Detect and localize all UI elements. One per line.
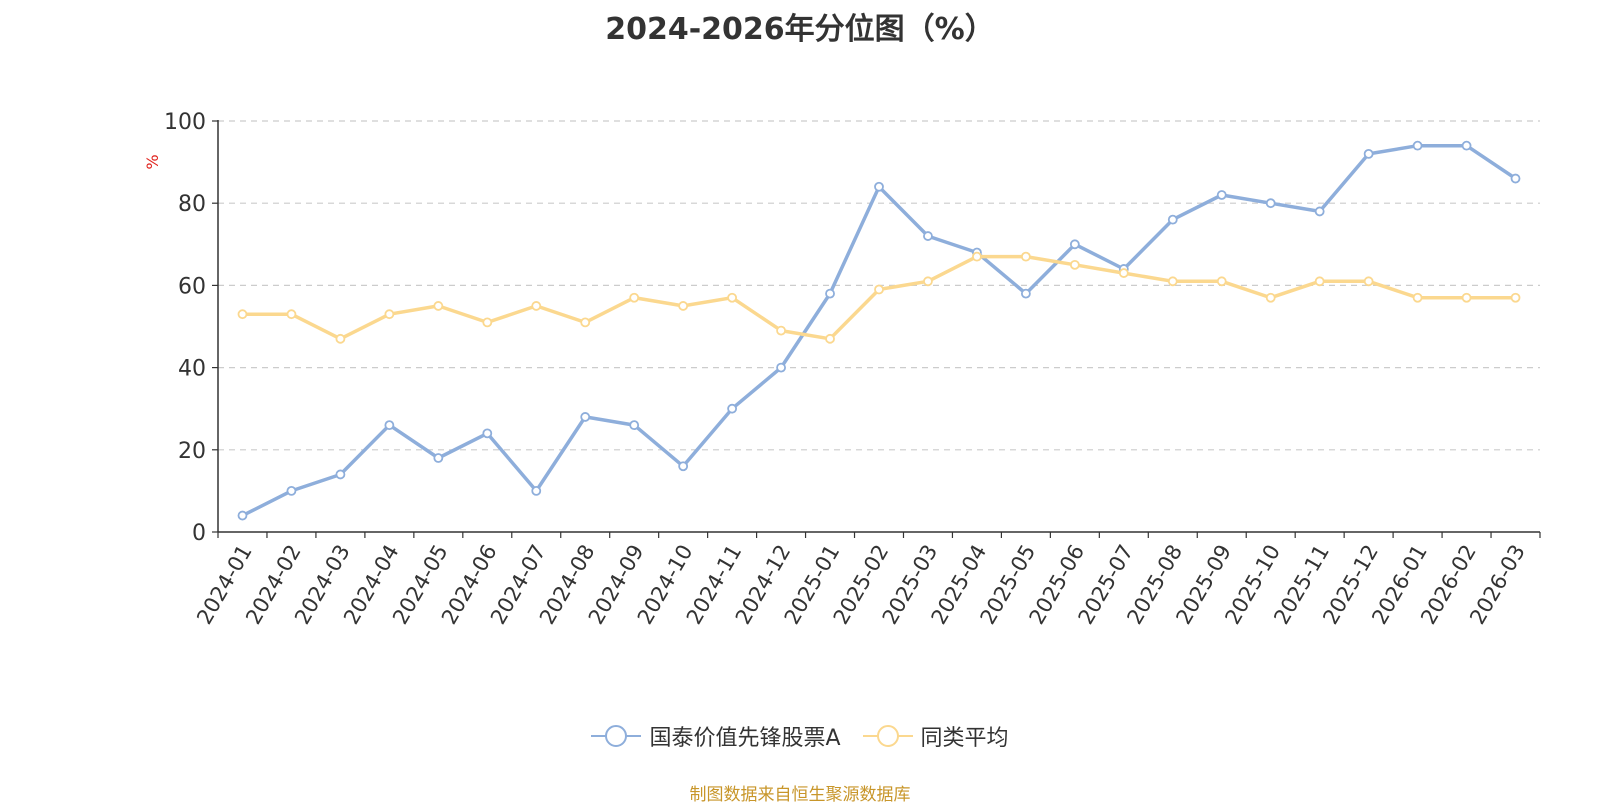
data-point-series-1 [1412, 140, 1423, 151]
y-tick-label: 0 [192, 521, 206, 546]
data-point-series-2 [1412, 292, 1423, 303]
data-point-series-2 [1461, 292, 1472, 303]
data-point-series-1 [286, 485, 297, 496]
data-point-series-2 [629, 292, 640, 303]
data-point-series-2 [1314, 276, 1325, 287]
data-point-series-1 [531, 485, 542, 496]
y-tick-label: 20 [178, 439, 206, 464]
data-point-series-1 [874, 181, 884, 192]
data-point-series-1 [433, 453, 444, 463]
y-tick-label: 100 [164, 110, 206, 135]
data-point-series-1 [629, 420, 640, 431]
data-point-series-2 [972, 251, 982, 262]
legend: 国泰价值先锋股票A 同类平均 [0, 720, 1600, 752]
data-point-series-2 [923, 276, 933, 287]
data-point-series-1 [1461, 140, 1472, 151]
data-point-series-1 [678, 461, 689, 472]
data-point-series-2 [776, 325, 786, 336]
series-lines [237, 140, 1521, 521]
legend-label-series-1: 国泰价值先锋股票A [649, 726, 841, 751]
legend-item-series-2[interactable]: 同类平均 [862, 720, 1009, 752]
data-point-series-2 [727, 292, 738, 303]
data-point-series-2 [286, 309, 297, 320]
data-point-series-2 [1020, 251, 1031, 262]
data-point-series-2 [678, 301, 689, 311]
data-point-series-2 [237, 309, 248, 320]
data-point-series-2 [384, 309, 395, 320]
data-point-series-1 [727, 403, 738, 414]
legend-item-series-1[interactable]: 国泰价值先锋股票A [591, 720, 841, 752]
legend-marker-series-1 [591, 725, 642, 747]
data-point-series-1 [923, 231, 933, 241]
data-point-series-1 [482, 428, 493, 439]
source-note: 制图数据来自恒生聚源数据库 [689, 785, 911, 805]
data-point-series-1 [1167, 214, 1178, 225]
y-tick-label: 60 [178, 274, 206, 299]
y-tick-label: 80 [178, 192, 206, 217]
data-point-series-1 [1020, 288, 1031, 299]
data-point-series-1 [776, 362, 786, 373]
data-point-series-2 [1265, 292, 1276, 303]
data-point-series-2 [825, 333, 835, 344]
data-point-series-1 [1216, 190, 1227, 200]
legend-label-series-2: 同类平均 [920, 726, 1009, 751]
series-line-1 [241, 143, 1517, 518]
data-point-series-1 [335, 469, 346, 480]
data-point-series-2 [1216, 276, 1227, 287]
data-point-series-1 [1314, 206, 1325, 217]
data-point-series-2 [1118, 268, 1129, 278]
data-point-series-2 [1069, 259, 1080, 270]
data-point-series-2 [580, 317, 591, 328]
legend-marker-series-2 [862, 725, 913, 747]
y-tick-label: 40 [178, 357, 206, 382]
data-point-series-1 [384, 420, 395, 431]
data-point-series-2 [335, 333, 346, 344]
axes: 0204060801002024-012024-022024-032024-04… [164, 110, 1541, 628]
series-line-2 [242, 254, 1516, 341]
data-point-series-1 [580, 412, 591, 422]
data-point-series-1 [237, 510, 248, 521]
data-point-series-2 [874, 284, 884, 295]
data-point-series-2 [482, 317, 493, 328]
data-point-series-2 [433, 301, 444, 311]
data-point-series-1 [1265, 198, 1276, 209]
data-point-series-1 [825, 288, 835, 299]
chart-title: 2024-2026年分位图（%） [605, 12, 995, 47]
data-point-series-1 [1363, 148, 1374, 159]
data-point-series-2 [1363, 276, 1374, 287]
data-point-series-2 [1510, 292, 1521, 303]
data-point-series-1 [1069, 239, 1080, 250]
y-axis-label: % [143, 154, 162, 169]
data-point-series-2 [531, 301, 542, 311]
data-point-series-2 [1167, 276, 1178, 287]
data-point-series-1 [1510, 173, 1521, 184]
